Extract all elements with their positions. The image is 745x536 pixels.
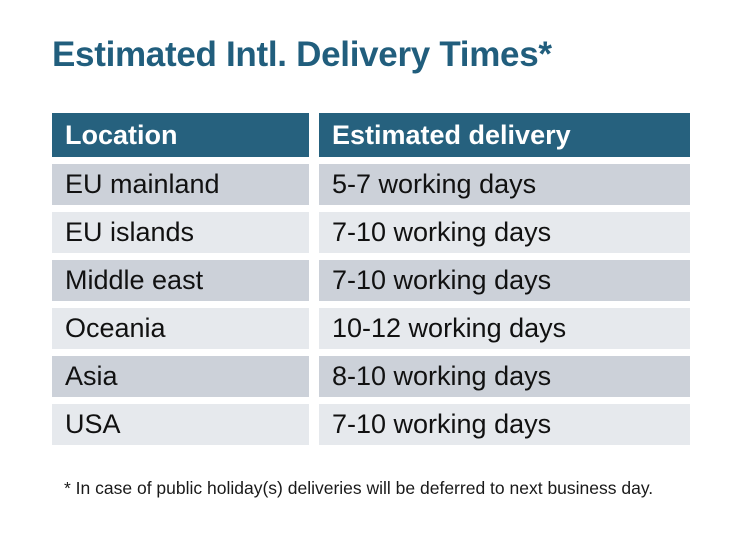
location-cell: Oceania: [52, 308, 309, 349]
table-row: EU islands 7-10 working days: [52, 212, 690, 253]
location-cell: EU mainland: [52, 164, 309, 205]
location-cell: Middle east: [52, 260, 309, 301]
table-row: Middle east 7-10 working days: [52, 260, 690, 301]
delivery-cell: 7-10 working days: [319, 212, 690, 253]
delivery-cell: 7-10 working days: [319, 260, 690, 301]
delivery-cell: 8-10 working days: [319, 356, 690, 397]
table-row: Oceania 10-12 working days: [52, 308, 690, 349]
delivery-cell: 10-12 working days: [319, 308, 690, 349]
delivery-cell: 7-10 working days: [319, 404, 690, 445]
location-cell: Asia: [52, 356, 309, 397]
table-row: Asia 8-10 working days: [52, 356, 690, 397]
page-title: Estimated Intl. Delivery Times*: [52, 35, 552, 74]
table-row: USA 7-10 working days: [52, 404, 690, 445]
column-header-location: Location: [52, 113, 309, 157]
table-row: EU mainland 5-7 working days: [52, 164, 690, 205]
location-cell: USA: [52, 404, 309, 445]
delivery-times-table: Location Estimated delivery EU mainland …: [52, 113, 690, 445]
column-header-estimated-delivery: Estimated delivery: [319, 113, 690, 157]
delivery-cell: 5-7 working days: [319, 164, 690, 205]
table-header-row: Location Estimated delivery: [52, 113, 690, 157]
location-cell: EU islands: [52, 212, 309, 253]
footnote: * In case of public holiday(s) deliverie…: [64, 478, 654, 498]
